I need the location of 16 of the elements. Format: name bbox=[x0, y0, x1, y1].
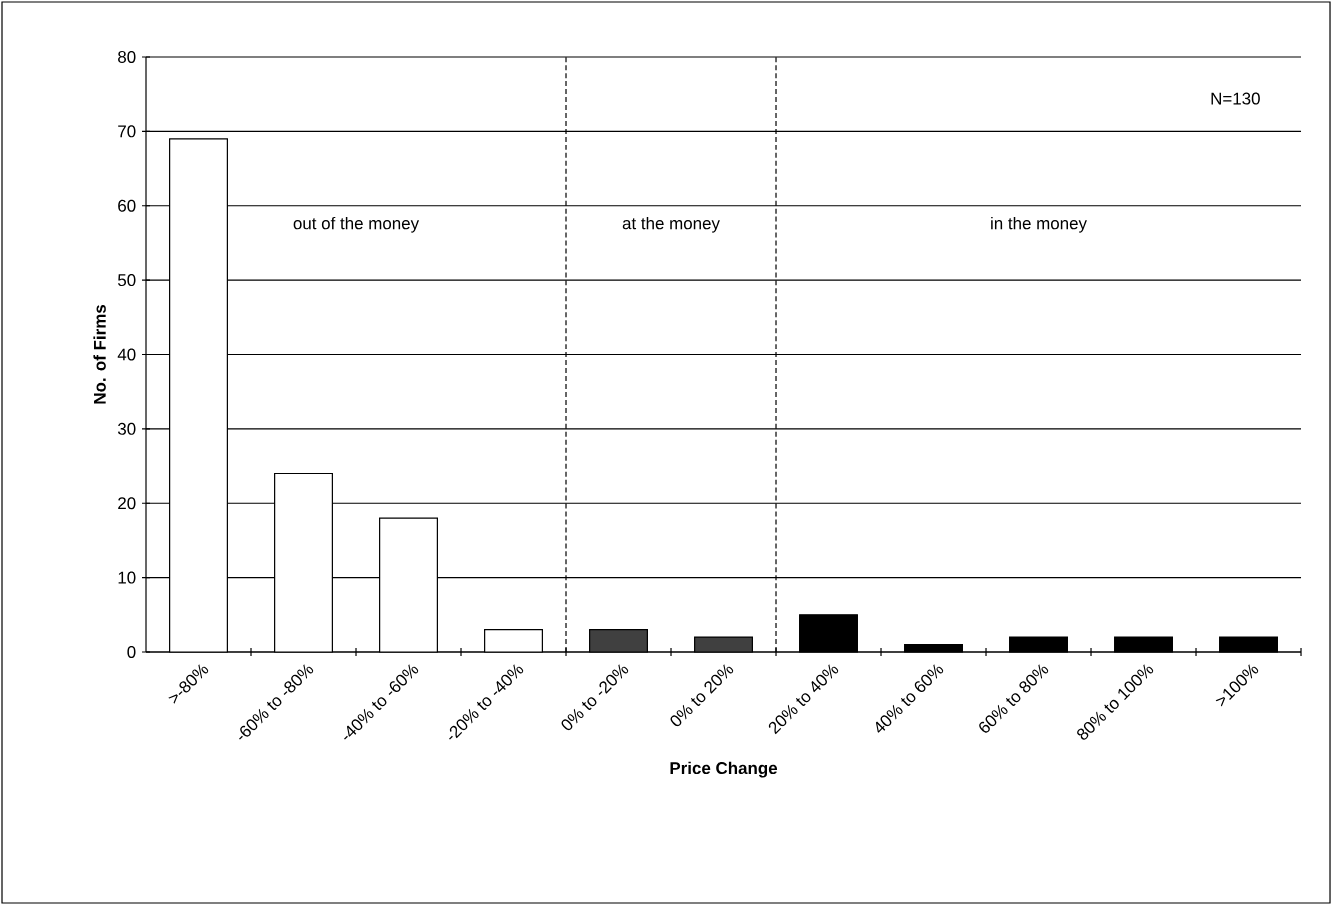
annotation: out of the money bbox=[293, 216, 420, 233]
y-tick-label: 30 bbox=[117, 422, 136, 435]
y-tick-label: 40 bbox=[117, 348, 136, 361]
y-axis-title: No. of Firms bbox=[93, 305, 106, 404]
annotation: in the money bbox=[991, 216, 1087, 233]
y-tick-label: 20 bbox=[118, 497, 136, 510]
annotation: at the money bbox=[622, 216, 720, 233]
y-tick-label: 80 bbox=[118, 50, 136, 63]
y-tick-label: 70 bbox=[118, 125, 136, 138]
annotation: N=130 bbox=[1211, 92, 1260, 105]
x-axis-title: Price Change bbox=[670, 761, 778, 778]
y-tick-label: 10 bbox=[118, 571, 136, 584]
y-tick-label: 0 bbox=[127, 646, 136, 658]
y-tick-label: 60 bbox=[118, 199, 136, 212]
x-tick-label: 40% to 60% bbox=[875, 664, 944, 733]
y-tick-label: 50 bbox=[117, 274, 136, 287]
